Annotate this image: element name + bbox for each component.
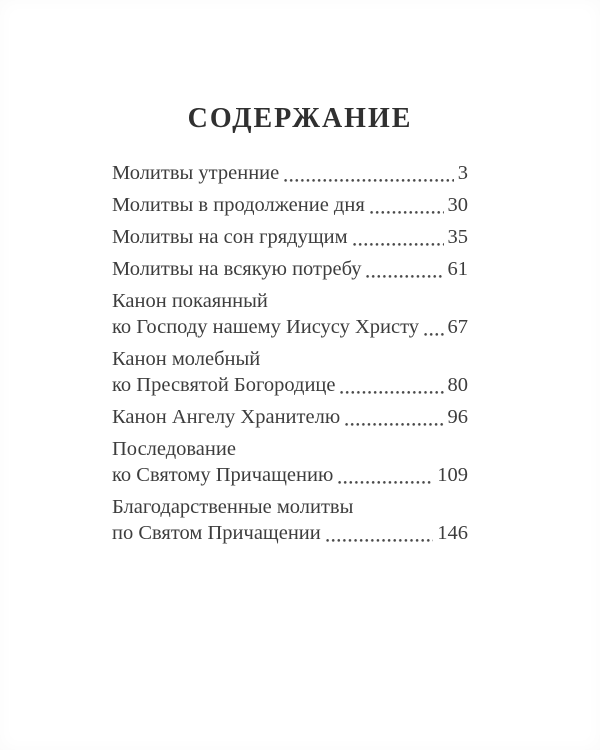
dot-leader [338,480,434,485]
toc-entry: Молитвы на сон грядущим 35 [112,224,468,250]
toc-page-number: 3 [457,162,468,184]
dot-leader [284,178,454,183]
toc-entry: Молитвы на всякую потребу 61 [112,256,468,282]
dot-leader [340,390,444,395]
toc-entry-main-line: Молитвы утренние 3 [112,160,468,186]
toc-page-number: 80 [447,374,469,396]
toc-entry: Канон Ангелу Хранителю 96 [112,404,468,430]
toc-entry: Последование ко Святому Причащению 109 [112,436,468,488]
toc-page-number: 109 [437,464,468,486]
toc-page-number: 61 [447,258,469,280]
toc-entry: Канон покаянный ко Господу нашему Иисусу… [112,288,468,340]
toc-entry-text: Молитвы в продолжение дня [112,194,365,216]
toc-entry-text: Молитвы утренние [112,162,280,184]
toc-entry-text: Молитвы на всякую потребу [112,258,362,280]
dot-leader [366,274,444,279]
toc-entry: Молитвы утренние 3 [112,160,468,186]
page-title: СОДЕРЖАНИЕ [187,103,413,134]
toc-entry-text: ко Святому Причащению [112,464,334,486]
toc-entry-main-line: Молитвы на всякую потребу 61 [112,256,468,282]
dot-leader [369,210,444,215]
dot-leader [345,422,444,427]
toc-entry-text: Молитвы на сон грядущим [112,226,348,248]
dot-leader [325,538,434,543]
toc-entry-main-line: Молитвы в продолжение дня 30 [112,192,468,218]
toc-page-number: 30 [447,194,469,216]
toc-entry: Благодарственные молитвы по Святом Прича… [112,494,468,546]
toc-entry-main-line: ко Пресвятой Богородице 80 [112,372,468,398]
toc-entry-first-line: Канон покаянный [112,290,268,312]
toc-entry-first-line: Благодарственные молитвы [112,496,354,518]
dot-leader [424,332,444,337]
toc-entry-main-line: ко Господу нашему Иисусу Христу 67 [112,314,468,340]
toc-page-number: 35 [447,226,469,248]
dot-leader [352,242,444,247]
toc-entry-text: ко Пресвятой Богородице [112,374,336,396]
toc-page-number: 67 [447,316,469,338]
toc-entry-main-line: Канон Ангелу Хранителю 96 [112,404,468,430]
toc-entry-text: по Святом Причащении [112,522,321,544]
toc-entry: Молитвы в продолжение дня 30 [112,192,468,218]
toc-entry: Канон молебный ко Пресвятой Богородице 8… [112,346,468,398]
toc-entry-main-line: по Святом Причащении 146 [112,520,468,546]
toc-entry-main-line: ко Святому Причащению 109 [112,462,468,488]
toc-entry-text: Канон Ангелу Хранителю [112,406,341,428]
toc-entry-main-line: Молитвы на сон грядущим 35 [112,224,468,250]
toc-entry-first-line: Последование [112,438,236,460]
toc-entry-first-line: Канон молебный [112,348,261,370]
toc-page-number: 96 [447,406,469,428]
toc-list: Молитвы утренние 3 Молитвы в продолжение… [112,160,468,552]
toc-page-number: 146 [437,522,468,544]
toc-entry-text: ко Господу нашему Иисусу Христу [112,316,420,338]
